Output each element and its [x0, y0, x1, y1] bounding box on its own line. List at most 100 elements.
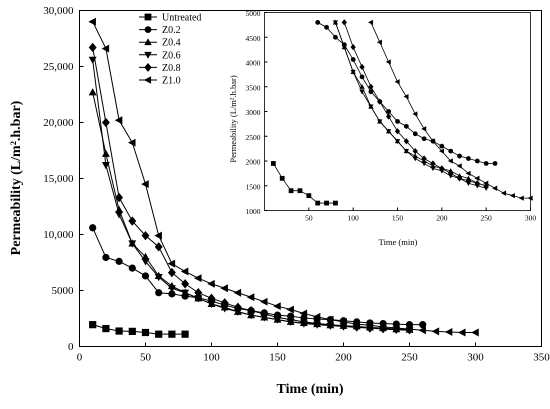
inset-data-point-z0-6: [377, 119, 383, 125]
main-data-point-untreated: [128, 327, 136, 335]
main-data-point-untreated: [141, 328, 150, 337]
inset-data-point-z1-0: [456, 163, 462, 169]
y-tick-label: 0: [68, 341, 74, 353]
main-data-point-z1-0: [312, 312, 321, 321]
main-data-point-z0-6: [181, 289, 190, 297]
main-data-point-z0-8: [181, 279, 190, 289]
legend-label-z0-2: Z0.2: [162, 25, 181, 36]
main-series-group: [88, 17, 479, 338]
main-data-point-z1-0: [299, 309, 308, 318]
main-data-point-z0-4: [115, 205, 124, 213]
main-data-point-z1-0: [114, 116, 123, 125]
main-data-point-z0-8: [273, 312, 282, 323]
main-data-point-z1-0: [391, 324, 400, 332]
main-series-untreated: [89, 321, 189, 338]
inset-data-point-z1-0: [509, 193, 515, 199]
main-data-point-z0-8: [128, 216, 137, 226]
inset-data-point-z0-2: [439, 143, 445, 149]
inset-data-point-z0-2: [315, 20, 321, 25]
main-data-point-z1-0: [127, 138, 136, 147]
inset-data-point-z1-0: [376, 39, 382, 45]
x-tick-label: 50: [140, 352, 152, 364]
inset-data-point-z0-2: [412, 131, 418, 137]
inset-background: [264, 12, 531, 211]
legend-item-z0-4: Z0.4: [139, 38, 181, 49]
main-data-point-z1-0: [444, 327, 453, 336]
y-tick-label: 25,000: [43, 61, 74, 73]
inset-data-point-z0-6: [341, 45, 347, 50]
inset-data-point-z0-8: [350, 44, 356, 51]
main-data-point-z0-6: [154, 274, 163, 282]
main-data-point-z1-0: [352, 320, 360, 329]
legend-marker-z1-0: [143, 76, 152, 84]
inset-data-point-z0-8: [368, 83, 374, 90]
legend-marker-z0-6: [144, 51, 152, 59]
main-data-point-z1-0: [88, 17, 96, 26]
inset-data-point-z1-0: [518, 195, 524, 201]
inset-series-untreated: [270, 161, 338, 206]
main-data-point-untreated: [168, 330, 176, 338]
legend-marker-z0-8: [144, 62, 152, 72]
main-data-point-z1-0: [273, 302, 281, 311]
main-data-point-z1-0: [154, 231, 162, 240]
inset-series-group: [270, 19, 533, 206]
inset-data-point-z0-2: [324, 24, 329, 30]
main-data-point-z1-0: [259, 297, 268, 306]
main-data-point-z0-8: [141, 230, 150, 241]
inset-data-point-untreated: [324, 200, 329, 206]
inset-data-point-z0-2: [474, 158, 480, 164]
inset-data-point-z0-8: [403, 138, 410, 145]
y-tick-label: 3000: [246, 108, 261, 117]
main-data-point-z0-8: [207, 293, 216, 304]
main-data-point-z0-6: [141, 258, 150, 266]
legend-marker-z0-2: [144, 26, 152, 33]
main-data-point-z1-0: [457, 328, 466, 337]
main-data-point-z0-2: [168, 290, 176, 298]
main-data-point-z1-0: [193, 274, 202, 283]
inset-data-point-z1-0: [527, 195, 533, 201]
y-tick-label: 15,000: [43, 173, 74, 185]
inset-data-point-z1-0: [385, 59, 391, 65]
inset-data-point-untreated: [270, 161, 276, 166]
x-tick-label: 200: [335, 352, 352, 364]
main-data-point-z1-0: [233, 288, 242, 297]
inset-data-point-z0-2: [466, 156, 471, 161]
inset-axes: 50 100 150 200 250 300 1000 1500 2000 2500 3000 350…: [246, 9, 537, 223]
inset-data-point-z0-8: [421, 155, 427, 162]
main-data-point-z0-8: [365, 323, 374, 333]
inset-data-point-z0-4: [359, 83, 365, 89]
main-data-point-z1-0: [418, 326, 426, 335]
main-data-point-z1-0: [286, 305, 294, 314]
y-tick-label: 30,000: [43, 5, 74, 17]
main-data-point-z1-0: [325, 315, 334, 324]
main-data-point-z1-0: [378, 322, 387, 331]
main-data-point-z1-0: [365, 321, 374, 330]
inset-series-z0-8: [341, 19, 489, 189]
inset-data-point-z0-6: [332, 20, 339, 26]
inset-data-point-untreated: [288, 188, 294, 194]
main-data-point-untreated: [89, 321, 97, 329]
inset-data-point-z1-0: [430, 138, 436, 144]
inset-y-axis-title: Permeability (L/m².h.bar): [228, 75, 238, 162]
legend-label-z0-4: Z0.4: [162, 38, 181, 49]
inset-data-point-z1-0: [403, 94, 409, 100]
main-data-point-z0-8: [194, 288, 203, 298]
x-tick-label: 50: [305, 214, 313, 223]
main-data-point-z0-8: [167, 267, 176, 278]
legend-item-z0-6: Z0.6: [139, 50, 181, 61]
main-data-point-z1-0: [246, 293, 255, 302]
legend-item-z1-0: Z1.0: [139, 76, 181, 87]
inset-data-point-z0-2: [457, 153, 462, 159]
inset-data-point-z1-0: [421, 126, 427, 132]
main-data-point-untreated: [115, 327, 123, 335]
inset-data-point-z0-6: [412, 156, 418, 162]
inset-data-point-z0-8: [394, 128, 401, 135]
inset-chart: 50 100 150 200 250 300 1000 1500 2000 2500 3000 350…: [228, 9, 536, 247]
inset-data-point-untreated: [279, 175, 285, 181]
inset-data-point-z0-2: [403, 123, 409, 129]
main-data-point-z0-2: [155, 289, 163, 297]
inset-data-point-z1-0: [394, 79, 400, 85]
inset-data-point-untreated: [297, 188, 303, 194]
main-data-point-z1-0: [101, 44, 110, 53]
main-data-point-z1-0: [180, 267, 189, 276]
